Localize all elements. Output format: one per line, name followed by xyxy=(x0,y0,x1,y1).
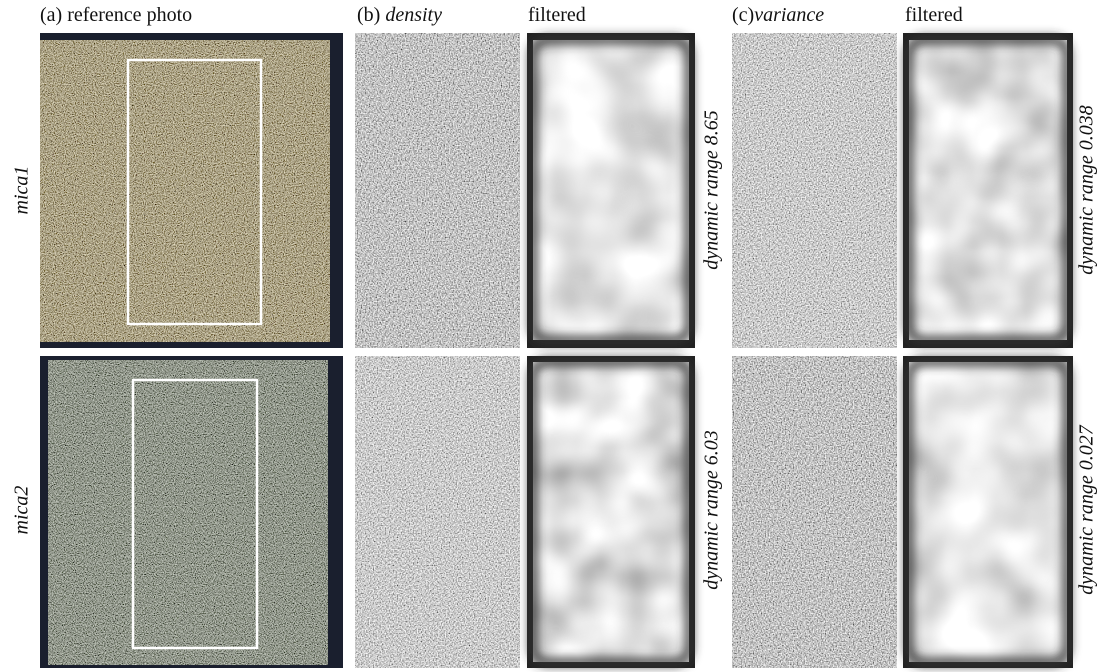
column-header: (b) density xyxy=(357,4,442,27)
filtered-density xyxy=(533,362,689,662)
filtered-density xyxy=(533,40,689,340)
filtered-variance xyxy=(909,362,1067,662)
column-header: (a) reference photo xyxy=(40,4,192,27)
header-name: variance xyxy=(754,4,824,26)
dynamic-range: dynamic range 6.03 xyxy=(701,430,724,589)
variance-map xyxy=(732,33,897,348)
column-header: filtered xyxy=(905,4,963,27)
variance-map xyxy=(732,356,897,668)
reference-photo xyxy=(48,360,328,665)
dynamic-range: dynamic range 0.027 xyxy=(1076,425,1099,594)
density-map xyxy=(355,356,520,668)
figure: (a) reference photo (b) density filtered… xyxy=(0,0,1102,672)
filtered-variance xyxy=(909,40,1067,340)
header-prefix: (c) xyxy=(732,4,754,26)
dynamic-range: dynamic range 8.65 xyxy=(701,110,724,269)
density-map xyxy=(355,33,520,348)
row-label: mica2 xyxy=(11,486,34,535)
column-header: (c)variance xyxy=(732,4,824,27)
dynamic-range: dynamic range 0.038 xyxy=(1076,105,1099,274)
panels xyxy=(0,0,1102,672)
reference-photo xyxy=(40,40,330,342)
header-name: density xyxy=(385,4,442,26)
header-prefix: (b) xyxy=(357,4,385,26)
column-header: filtered xyxy=(528,4,586,27)
row-label: mica1 xyxy=(11,166,34,215)
